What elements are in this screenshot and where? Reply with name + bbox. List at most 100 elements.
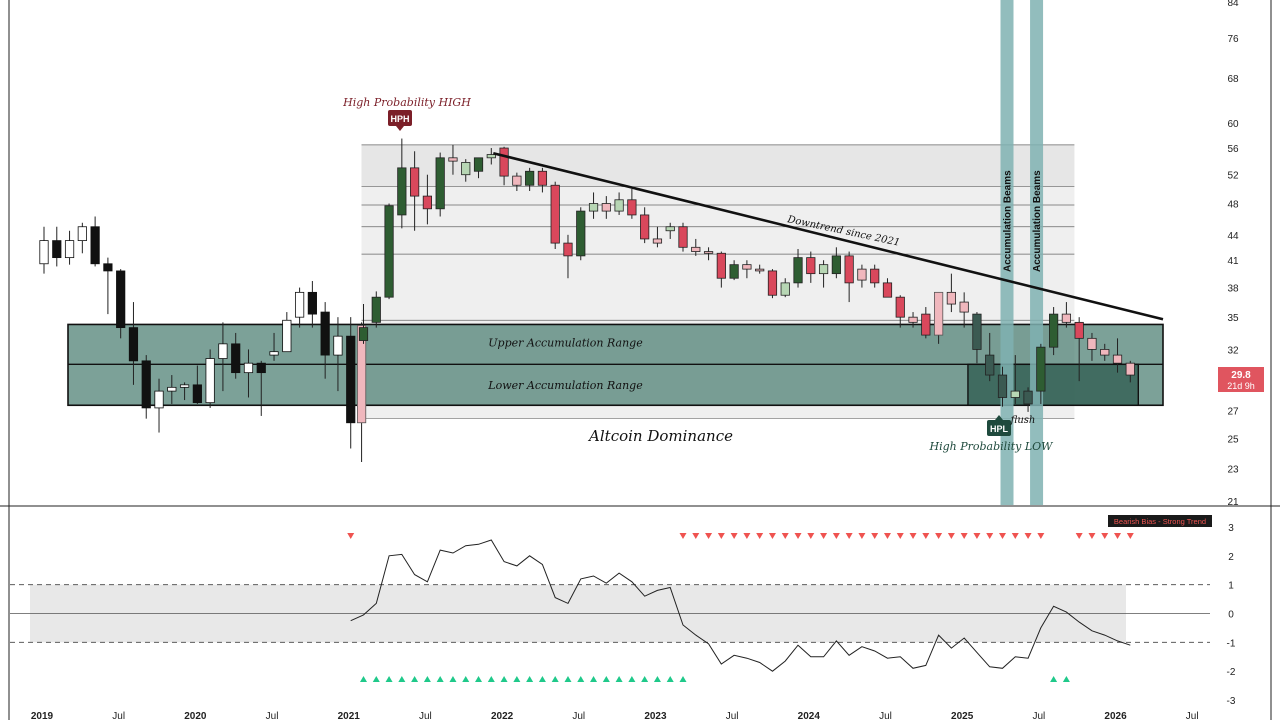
x-tick-0: 2019 (31, 711, 54, 720)
bull-marker-2022-08 (590, 676, 598, 682)
x-tick-14: 2026 (1104, 711, 1127, 720)
candle-body-2022-12 (640, 214, 650, 240)
bear-marker-2023-04 (692, 533, 700, 539)
candle-body-2019-12 (179, 384, 190, 388)
lower-accumulation-range-label: Lower Accumulation Range (487, 379, 643, 392)
bear-marker-2025-12 (1101, 533, 1109, 539)
bull-marker-2021-06 (411, 676, 419, 682)
bear-marker-2024-08 (896, 533, 904, 539)
bear-marker-2025-10 (1075, 533, 1083, 539)
bear-marker-2023-09 (756, 533, 764, 539)
bear-marker-2025-05 (1011, 533, 1019, 539)
y-tick-68: 68 (1227, 74, 1239, 85)
y-tick-84: 84 (1227, 0, 1239, 9)
osc-y-tick--3: -3 (1227, 696, 1236, 707)
candle-body-2025-02 (972, 313, 982, 350)
candle-body-2019-07 (116, 270, 126, 329)
bull-marker-2023-01 (653, 676, 661, 682)
candle-body-2025-07 (1036, 346, 1046, 392)
y-tick-76: 76 (1227, 34, 1239, 45)
bear-marker-2026-02 (1126, 533, 1134, 539)
candle-body-2023-12 (793, 257, 803, 284)
candle-body-2019-11 (167, 386, 177, 392)
hpl-zone-box (967, 363, 1140, 406)
chart-title: Altcoin Dominance (587, 427, 733, 445)
hpl-badge-pointer (995, 415, 1003, 420)
candle-body-2022-08 (588, 203, 599, 212)
bear-marker-2025-01 (960, 533, 968, 539)
candle-body-2022-04 (537, 170, 548, 186)
candle-body-2021-04 (384, 205, 394, 298)
bear-marker-2024-03 (832, 533, 840, 539)
osc-y-tick-1: 1 (1228, 581, 1234, 592)
x-tick-3: Jul (266, 711, 279, 720)
bear-marker-2025-11 (1088, 533, 1096, 539)
candle-body-2021-06 (410, 167, 420, 197)
bear-marker-2023-06 (717, 533, 725, 539)
bear-marker-2024-12 (947, 533, 955, 539)
bull-marker-2022-09 (602, 676, 610, 682)
bull-marker-2021-04 (385, 676, 393, 682)
bear-marker-2025-02 (973, 533, 981, 539)
candle-body-2025-09 (1061, 313, 1071, 323)
candle-body-2021-01b (356, 325, 367, 424)
candle-body-2023-04 (691, 246, 701, 252)
candle-body-2019-08 (128, 327, 139, 362)
candle-body-2025-08 (1049, 313, 1059, 348)
candle-body-2024-01 (806, 257, 816, 275)
candles (39, 138, 1135, 463)
candle-body-2024-06 (870, 268, 880, 284)
hph-badge-bg (388, 110, 412, 126)
oscillator-pane: Bearish Bias - Strong Trend (10, 515, 1212, 682)
annotations: High Probability HIGH HPH HPL High Probabil… (342, 96, 1054, 453)
bull-marker-2022-01 (500, 676, 508, 682)
x-tick-6: 2022 (491, 711, 514, 720)
candle-body-2020-04 (231, 343, 241, 374)
x-tick-11: Jul (879, 711, 892, 720)
candle-body-2024-05 (857, 268, 867, 281)
candle-body-2020-01 (192, 384, 202, 404)
candle-body-2020-08 (282, 319, 292, 353)
bear-marker-2024-09 (909, 533, 917, 539)
candle-body-2021-11 (473, 157, 484, 172)
bear-marker-2025-03 (986, 533, 994, 539)
hph-badge-pointer (396, 126, 404, 131)
bear-marker-2023-10 (768, 533, 776, 539)
bull-marker-2021-07 (423, 676, 431, 682)
bull-marker-2022-11 (628, 676, 636, 682)
y-tick-60: 60 (1227, 119, 1239, 130)
bear-marker-2023-07 (730, 533, 738, 539)
bear-marker-2025-06 (1024, 533, 1032, 539)
bear-marker-2023-12 (794, 533, 802, 539)
y-tick-25: 25 (1227, 434, 1239, 445)
bull-marker-2023-02 (666, 676, 674, 682)
bull-marker-2022-10 (615, 676, 623, 682)
y-tick-48: 48 (1227, 200, 1239, 211)
price-tag-countdown: 21d 9h (1227, 381, 1255, 391)
candle-body-2021-03 (371, 296, 381, 323)
hph-label: High Probability HIGH (342, 96, 471, 109)
candle-body-2023-11 (780, 282, 790, 296)
x-tick-13: Jul (1032, 711, 1045, 720)
bear-marker-2024-02 (820, 533, 828, 539)
bear-marker-2025-07 (1037, 533, 1045, 539)
bull-marker-2021-02 (360, 676, 367, 682)
candle-body-2023-05 (703, 251, 714, 254)
bull-marker-2022-07 (577, 676, 585, 682)
candle-body-2021-07 (422, 195, 433, 210)
candle-body-2025-10 (1074, 321, 1084, 339)
x-tick-12: 2025 (951, 711, 974, 720)
bull-marker-2021-09 (449, 676, 457, 682)
bull-marker-2021-03 (372, 676, 380, 682)
candle-body-2025-03 (985, 354, 995, 376)
y-tick-21: 21 (1227, 497, 1239, 508)
y-tick-52: 52 (1227, 171, 1239, 182)
price-tag-bg (1218, 367, 1264, 392)
y-tick-35: 35 (1227, 313, 1239, 324)
x-tick-8: 2023 (644, 711, 667, 720)
y-tick-32: 32 (1227, 345, 1239, 356)
candle-body-2021-10 (461, 162, 471, 176)
bear-marker-2026-01 (1114, 533, 1122, 539)
candle-body-2020-12 (333, 335, 343, 356)
candle-body-2025-01 (959, 301, 969, 313)
